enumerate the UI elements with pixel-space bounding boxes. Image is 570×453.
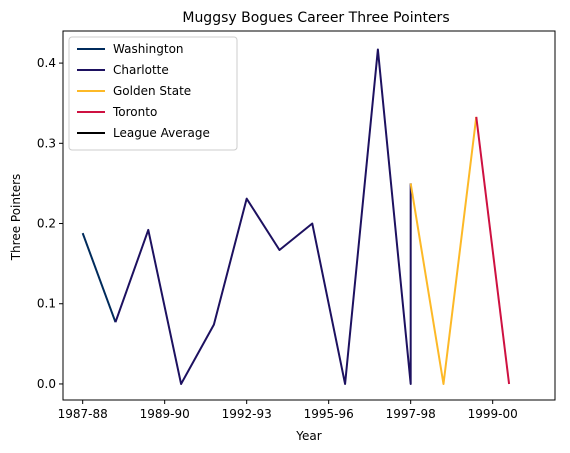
x-tick-label: 1992-93	[222, 407, 272, 421]
legend-label: Washington	[113, 42, 184, 56]
legend: Washington Charlotte Golden State Toronto Le…	[68, 36, 238, 151]
x-tick-label: 1989-90	[140, 407, 190, 421]
x-tick-label: 1999-00	[468, 407, 518, 421]
series-line-washington	[81, 232, 117, 323]
legend-label: Charlotte	[113, 63, 169, 77]
series-line-charlotte	[114, 48, 412, 385]
y-tick-label: 0.3	[37, 136, 56, 150]
x-axis-label: Year	[295, 429, 321, 443]
series-line-golden-state	[409, 116, 478, 385]
series-line-toronto	[475, 116, 511, 385]
x-tick-label: 1987-88	[58, 407, 108, 421]
y-tick-label: 0.0	[37, 377, 56, 391]
series-lines	[81, 48, 511, 385]
y-tick-label: 0.2	[37, 217, 56, 231]
x-tick-label: 1997-98	[386, 407, 436, 421]
plot-frame	[62, 30, 556, 401]
x-axis: 1987-88 1989-90 1992-93 1995-96 1997-98 1999-…	[58, 400, 518, 421]
x-tick-label: 1995-96	[304, 407, 354, 421]
legend-label: League Average	[113, 126, 210, 140]
y-axis: 0.0 0.1 0.2 0.3 0.4	[37, 56, 63, 391]
legend-box	[68, 36, 238, 151]
chart-title: Muggsy Bogues Career Three Pointers	[182, 10, 449, 26]
y-axis-label: Three Pointers	[9, 174, 23, 262]
y-tick-label: 0.1	[37, 297, 56, 311]
y-tick-label: 0.4	[37, 56, 56, 70]
legend-label: Golden State	[113, 84, 191, 98]
legend-label: Toronto	[112, 105, 157, 119]
